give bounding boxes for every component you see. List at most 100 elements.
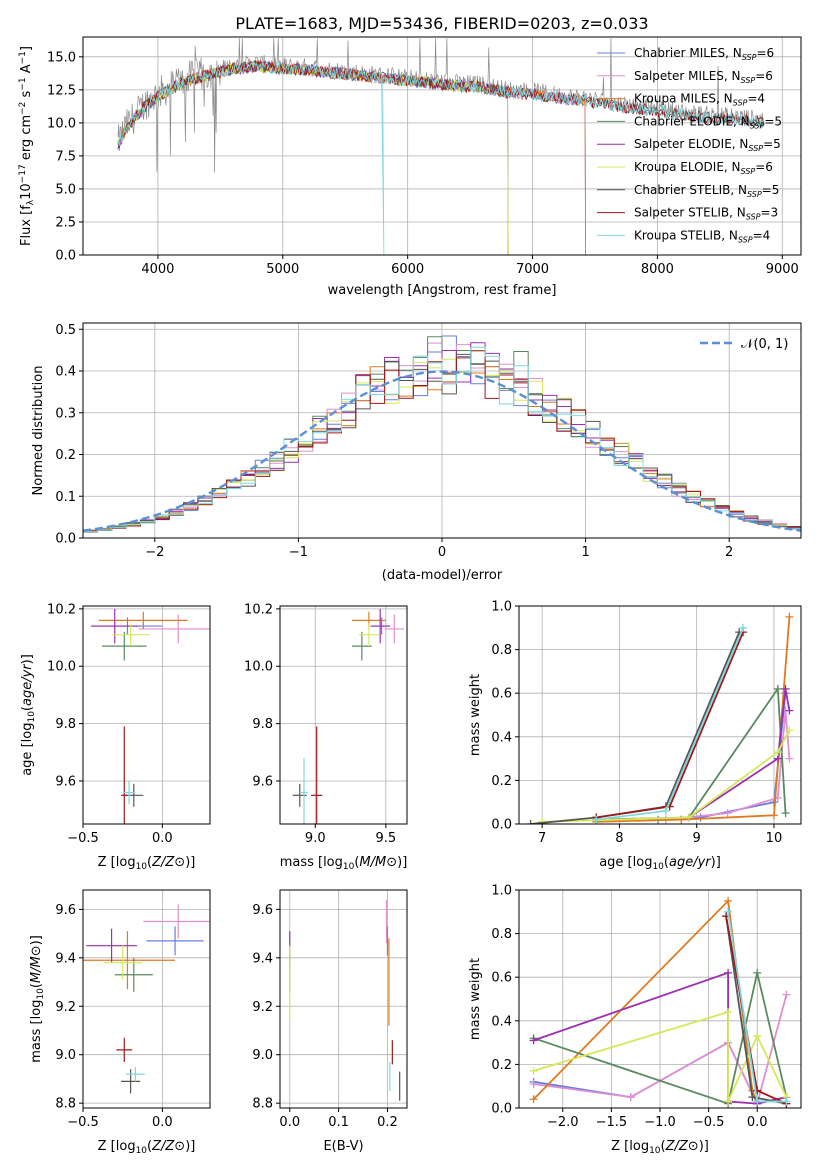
tick-label-y: 10.0 <box>47 660 76 675</box>
tick-label-y: 0.3 <box>55 406 76 421</box>
x-axis-label: mass [log10(M/M⊙)] <box>280 855 408 872</box>
tick-label-x: 10 <box>766 831 783 846</box>
tick-label-y: 0.0 <box>491 1102 512 1117</box>
model-spectrum-salpeter-stelib <box>117 59 764 148</box>
y-axis-label: mass [log10(M/M⊙)] <box>29 935 46 1063</box>
grid <box>519 889 801 1109</box>
tick-label-y: 0.6 <box>491 971 512 986</box>
errorbar-kroupa-stelib <box>122 780 136 804</box>
tick-label-y: 9.6 <box>252 774 273 789</box>
errorbar-kroupa-miles <box>83 931 176 990</box>
errorbar-kroupa-stelib <box>125 1066 145 1082</box>
tick-label-x: −0.5 <box>67 1115 99 1130</box>
tick-label-x: 8000 <box>641 262 674 277</box>
tick-label-y: 1.0 <box>491 600 512 615</box>
tick-label-x: −2.0 <box>547 1115 579 1130</box>
tick-label-y: 0.6 <box>491 687 512 702</box>
tick-label-x: 4000 <box>141 262 174 277</box>
tick-label-x: 1 <box>581 545 589 560</box>
marker-salpeter-elodie <box>529 1036 538 1045</box>
errorbar-chabrier-stelib <box>292 783 307 807</box>
legend-entry-salpeter-elodie: Salpeter ELODIE, NSSP=5 <box>634 137 781 153</box>
legend-entry-chabrier-elodie: Chabrier ELODIE, NSSP=5 <box>634 114 782 130</box>
axes-frame <box>82 322 802 539</box>
legend-entry-chabrier-stelib: Chabrier STELIB, NSSP=5 <box>634 183 779 199</box>
model-spectrum-kroupa-stelib <box>117 61 764 255</box>
marker-chabrier-elodie <box>781 809 790 818</box>
tick-label-y: 9.8 <box>252 717 273 732</box>
tick-label-y: 9.0 <box>252 1048 273 1063</box>
marker-kroupa-stelib <box>782 1097 791 1106</box>
tick-label-x: 0 <box>438 545 446 560</box>
x-axis-label: age [log10(age/yr)] <box>599 855 721 872</box>
tick-label-y: 8.8 <box>252 1097 273 1112</box>
errorbar-chabrier-miles <box>146 926 204 956</box>
tick-label-y: 10.2 <box>47 602 76 617</box>
marker-kroupa-stelib <box>592 815 601 824</box>
tick-label-x: 0.2 <box>377 1115 398 1130</box>
marker-chabrier-stelib <box>526 820 535 824</box>
marker-kroupa-miles <box>769 811 778 820</box>
axes-frame <box>82 605 211 825</box>
marker-kroupa-elodie <box>785 726 794 735</box>
marker-kroupa-elodie <box>773 748 782 757</box>
marker-kroupa-elodie <box>724 1008 733 1017</box>
grid <box>280 890 407 1108</box>
tick-label-x: −1 <box>289 545 308 560</box>
marker-kroupa-stelib <box>661 806 670 815</box>
tick-label-y: 0.8 <box>491 643 512 658</box>
tick-label-y: 7.5 <box>55 149 76 164</box>
x-axis-label: wavelength [Angstrom, rest frame] <box>328 283 557 298</box>
plot-area <box>289 899 401 1101</box>
tick-label-y: 0.2 <box>491 774 512 789</box>
y-axis-label: Normed distribution <box>31 366 46 496</box>
grid <box>82 606 210 824</box>
tick-label-y: 0.8 <box>491 927 512 942</box>
errorbar-salpeter-stelib <box>121 726 128 824</box>
tick-label-y: 10.0 <box>244 660 273 675</box>
errorbar-kroupa-miles <box>98 611 188 629</box>
marker-chabrier-elodie <box>773 684 782 693</box>
tick-label-x: 7000 <box>516 262 549 277</box>
tick-label-y: 10.2 <box>244 602 273 617</box>
axes-frame <box>279 605 408 825</box>
figure-title: PLATE=1683, MJD=53436, FIBERID=0203, z=0… <box>235 14 648 33</box>
tick-label-x: 7 <box>538 831 546 846</box>
errorbar-kroupa-elodie <box>111 623 150 647</box>
marker-salpeter-stelib <box>753 1086 762 1095</box>
panel-mass_vs_Z: −0.5 0.0 8.8 9.0 9.2 9.4 9.6 Z [log10(Z/Z⊙)] mas… <box>29 889 211 1156</box>
series-salpeter-stelib <box>596 631 744 819</box>
marker-kroupa-miles <box>785 612 794 621</box>
axes-frame <box>279 889 408 1109</box>
tick-label-x: −0.5 <box>693 1115 725 1130</box>
marker-kroupa-stelib <box>739 623 748 632</box>
tick-label-y: 1.0 <box>491 884 512 899</box>
marker-chabrier-miles <box>696 813 705 822</box>
x-axis-label: (data-model)/error <box>382 568 503 583</box>
tick-label-x: 2 <box>725 545 733 560</box>
histogram-salpeter-stelib <box>83 350 801 533</box>
marker-kroupa-elodie <box>724 1097 733 1106</box>
plot-area <box>117 38 764 255</box>
series-kroupa-stelib <box>596 627 744 821</box>
axes-frame <box>518 889 802 1109</box>
marker-salpeter-miles <box>529 1080 538 1089</box>
tick-label-x: 0.0 <box>152 1115 173 1130</box>
tick-label-y: 0.1 <box>55 490 76 505</box>
errorbar-salpeter-stelib <box>311 726 323 824</box>
x-axis-label: Z [log10(Z/Z⊙)] <box>98 1139 196 1156</box>
grid <box>82 890 210 1108</box>
marker-salpeter-elodie <box>724 968 733 977</box>
tick-label-y: 9.2 <box>55 1000 76 1015</box>
tick-label-x: −0.5 <box>67 831 99 846</box>
marker-kroupa-elodie <box>753 1032 762 1041</box>
legend-entry-gaussian: 𝒩(0, 1) <box>741 337 788 352</box>
marker-kroupa-miles <box>724 896 733 905</box>
tick-label-y: 5.0 <box>55 182 76 197</box>
errorbar-chabrier-elodie <box>102 631 147 661</box>
tick-label-y: 0.4 <box>55 365 76 380</box>
axes-frame <box>518 605 802 825</box>
plots-layer: 4000 5000 6000 7000 8000 90000.02.55.07.510.0… <box>18 36 802 1156</box>
tick-label-x: 5000 <box>266 262 299 277</box>
plot-area <box>529 896 791 1108</box>
